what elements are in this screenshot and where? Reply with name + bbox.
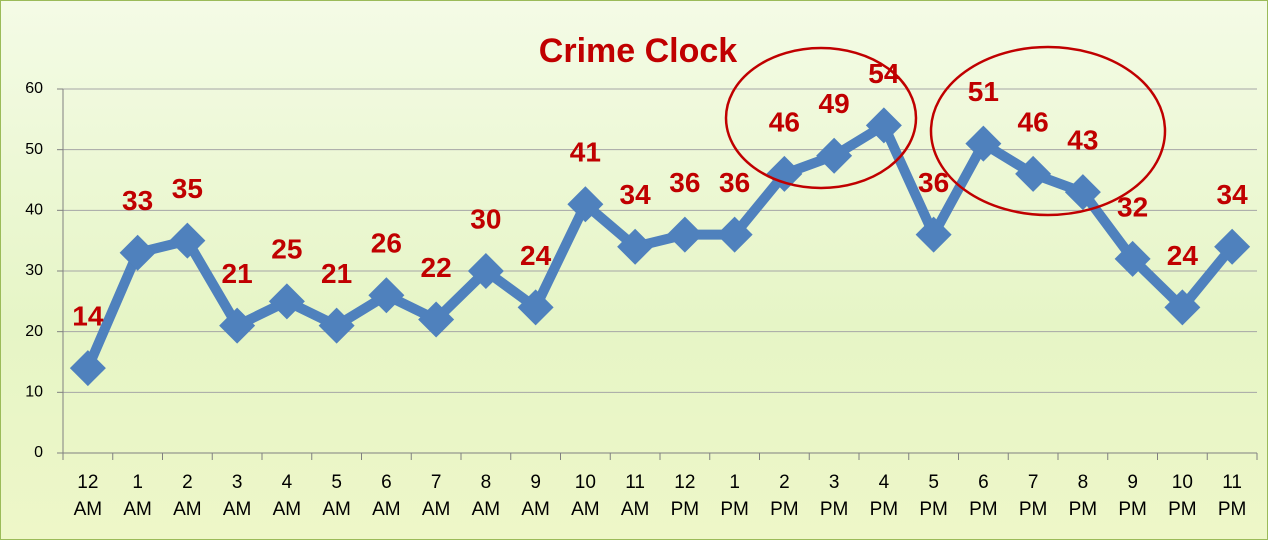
- data-label: 33: [122, 185, 153, 216]
- plot: 0 10 20 30 40 50 60 14 33 35 21 25 21 26 22 30 24 41 34 36 3…: [25, 58, 1258, 461]
- x-tick-label: 2 PM: [770, 472, 799, 520]
- y-tick-label: 10: [25, 384, 43, 401]
- x-tick-label: 6 PM: [969, 472, 998, 520]
- data-label: 36: [669, 167, 700, 198]
- data-label: 30: [470, 203, 501, 234]
- x-tick-label: 11 AM: [620, 472, 650, 520]
- data-point: [617, 228, 654, 265]
- data-label: 36: [719, 167, 750, 198]
- data-point: [467, 253, 504, 289]
- x-tick-label: 6 AM: [372, 472, 401, 520]
- data-label: 34: [620, 179, 652, 210]
- data-point: [368, 277, 405, 314]
- data-point: [915, 216, 952, 253]
- data-point: [219, 307, 256, 344]
- x-tick-label: 12 PM: [670, 472, 700, 520]
- data-label: 25: [271, 234, 302, 265]
- data-point: [965, 125, 1002, 162]
- data-label: 46: [1018, 106, 1049, 137]
- data-point: [567, 186, 604, 223]
- data-point: [1114, 240, 1151, 277]
- data-point: [865, 107, 902, 144]
- data-label: 26: [371, 228, 402, 259]
- data-label: 35: [172, 173, 203, 204]
- data-label: 41: [570, 137, 601, 168]
- x-tick-label: 1 AM: [123, 472, 152, 520]
- x-tick-label: 3 AM: [222, 472, 252, 520]
- highlight-ellipse: [929, 45, 1167, 217]
- x-tick-label: 1 PM: [720, 472, 749, 520]
- x-tick-label: 2 AM: [173, 472, 202, 520]
- y-tick-label: 50: [25, 141, 43, 158]
- x-tick-label: 9 AM: [521, 472, 550, 520]
- data-label: 43: [1067, 125, 1098, 156]
- highlight-ellipse: [724, 46, 918, 190]
- data-point: [119, 234, 156, 271]
- x-tick-label: 4 AM: [272, 472, 302, 520]
- data-point: [1015, 155, 1052, 192]
- x-tick-label: 8 PM: [1068, 472, 1098, 520]
- x-tick-label: 9 PM: [1118, 472, 1147, 520]
- data-label: 22: [421, 252, 452, 283]
- data-label: 49: [819, 88, 850, 119]
- data-label: 24: [520, 240, 552, 271]
- chart-title: Crime Clock: [539, 32, 737, 70]
- data-label: 36: [918, 167, 949, 198]
- x-tick-label: 8 AM: [471, 472, 501, 520]
- x-tick-label: 10 AM: [571, 472, 600, 520]
- data-point: [268, 283, 305, 320]
- data-label: 21: [222, 258, 253, 289]
- x-tick-label: 4 PM: [869, 472, 899, 520]
- x-tick-label: 3 PM: [819, 472, 849, 520]
- y-tick-label: 0: [34, 444, 43, 461]
- x-tick-label: 5 AM: [322, 472, 351, 520]
- x-tick-label: 5 PM: [919, 472, 948, 520]
- data-label: 51: [968, 76, 999, 107]
- data-point: [1214, 228, 1251, 265]
- y-tick-label: 40: [25, 202, 43, 219]
- data-point: [69, 350, 106, 387]
- data-label: 21: [321, 258, 352, 289]
- x-tick-label: 11 PM: [1217, 472, 1247, 520]
- data-point: [666, 216, 703, 253]
- data-label: 24: [1167, 240, 1199, 271]
- data-point: [169, 222, 206, 259]
- data-point: [1064, 174, 1101, 211]
- y-tick-label: 30: [25, 262, 43, 279]
- data-point: [716, 216, 753, 253]
- y-tick-label: 20: [25, 323, 43, 340]
- y-tick-label: 60: [25, 80, 43, 97]
- data-point: [1164, 289, 1201, 326]
- data-label: 34: [1217, 179, 1249, 210]
- data-point: [318, 307, 355, 344]
- x-tick-label: 7 AM: [421, 472, 451, 520]
- data-label: 14: [72, 300, 104, 331]
- x-tick-label: 12 AM: [73, 472, 103, 520]
- data-label: 46: [769, 106, 800, 137]
- data-point: [517, 289, 554, 326]
- x-tick-label: 10 PM: [1168, 472, 1197, 520]
- data-point: [766, 155, 803, 192]
- data-point: [816, 137, 853, 174]
- data-point: [418, 301, 455, 338]
- x-tick-label: 7 PM: [1018, 472, 1048, 520]
